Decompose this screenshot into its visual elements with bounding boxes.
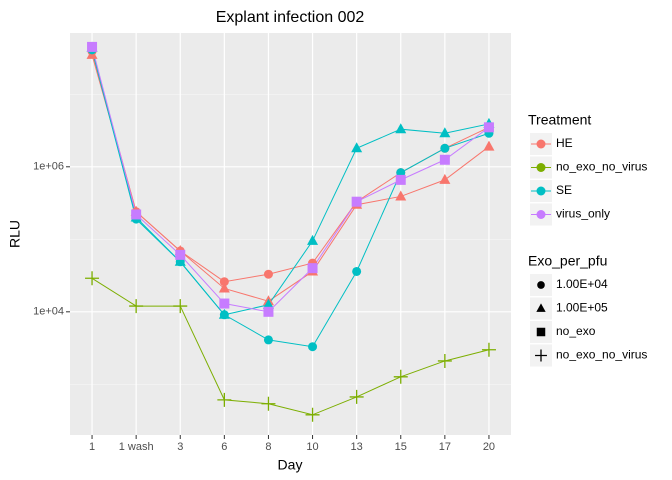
legend-key (536, 327, 546, 337)
y-axis-label: RLU (7, 220, 23, 248)
data-point (263, 306, 274, 317)
legend-label: HE (556, 136, 573, 150)
legend-key (537, 281, 545, 289)
data-point (85, 271, 100, 286)
data-point (87, 41, 98, 52)
data-point (219, 277, 229, 287)
legend-key (536, 139, 546, 149)
data-point (305, 407, 320, 422)
legend-label: no_exo_no_virus (556, 348, 647, 362)
data-point (217, 392, 232, 407)
series-line (91, 49, 490, 348)
data-point (174, 255, 186, 266)
legend-key (536, 210, 546, 219)
data-point (439, 127, 451, 138)
data-point (307, 234, 319, 245)
legend-key (536, 303, 546, 312)
data-point (308, 342, 318, 352)
y-tick-label: 1e+06 (33, 161, 64, 173)
legend-label: 1.00E+05 (556, 301, 608, 315)
data-point (349, 389, 364, 404)
data-point (218, 282, 230, 293)
x-tick-label: 13 (351, 441, 363, 453)
data-point (219, 298, 230, 309)
data-point (307, 263, 318, 274)
data-point (351, 196, 362, 207)
x-tick-label: 3 (177, 441, 183, 453)
x-tick-label: 1 (89, 441, 95, 453)
data-point (173, 299, 188, 314)
data-point (263, 269, 273, 279)
series-line (91, 277, 490, 416)
series-line (91, 46, 490, 313)
x-tick-label: 6 (221, 441, 227, 453)
legend-label: SE (556, 183, 572, 197)
data-point (395, 174, 406, 185)
data-point (483, 140, 495, 151)
y-tick-label: 1e+04 (33, 306, 64, 318)
data-point (175, 249, 186, 260)
plot-panel (70, 33, 511, 435)
legend-key (535, 349, 547, 362)
data-point (129, 299, 144, 314)
legend-label: 1.00E+04 (556, 277, 608, 291)
x-tick-label: 10 (306, 441, 318, 453)
x-tick-label: 8 (265, 441, 271, 453)
legend-key (536, 163, 546, 172)
data-point (351, 142, 363, 153)
legend-label: virus_only (556, 207, 610, 221)
data-point (395, 190, 407, 201)
legend-key (536, 186, 546, 196)
data-point (439, 154, 450, 165)
data-point (393, 369, 408, 384)
data-point (263, 335, 273, 345)
data-point (395, 123, 407, 134)
data-point (261, 396, 276, 411)
data-point (481, 342, 496, 357)
data-point (262, 298, 274, 309)
chart-title: Explant infection 002 (216, 9, 365, 26)
data-point (131, 209, 142, 220)
x-tick-label: 15 (395, 441, 407, 453)
legend-label: no_exo_no_virus (556, 160, 647, 174)
x-tick-label: 17 (439, 441, 451, 453)
series-line (91, 47, 490, 316)
x-axis-label: Day (278, 457, 303, 473)
data-point (218, 308, 230, 319)
legend-label: no_exo (556, 324, 596, 338)
data-point (439, 173, 451, 184)
data-point (483, 122, 494, 133)
x-tick-label: 20 (483, 441, 495, 453)
legend-title: Treatment (528, 112, 591, 128)
x-tick-label: 1 wash (119, 441, 154, 453)
legend-title: Exo_per_pfu (528, 253, 607, 269)
series-line (91, 54, 490, 302)
data-point (440, 143, 450, 153)
data-point (352, 266, 362, 276)
data-point (437, 353, 452, 368)
